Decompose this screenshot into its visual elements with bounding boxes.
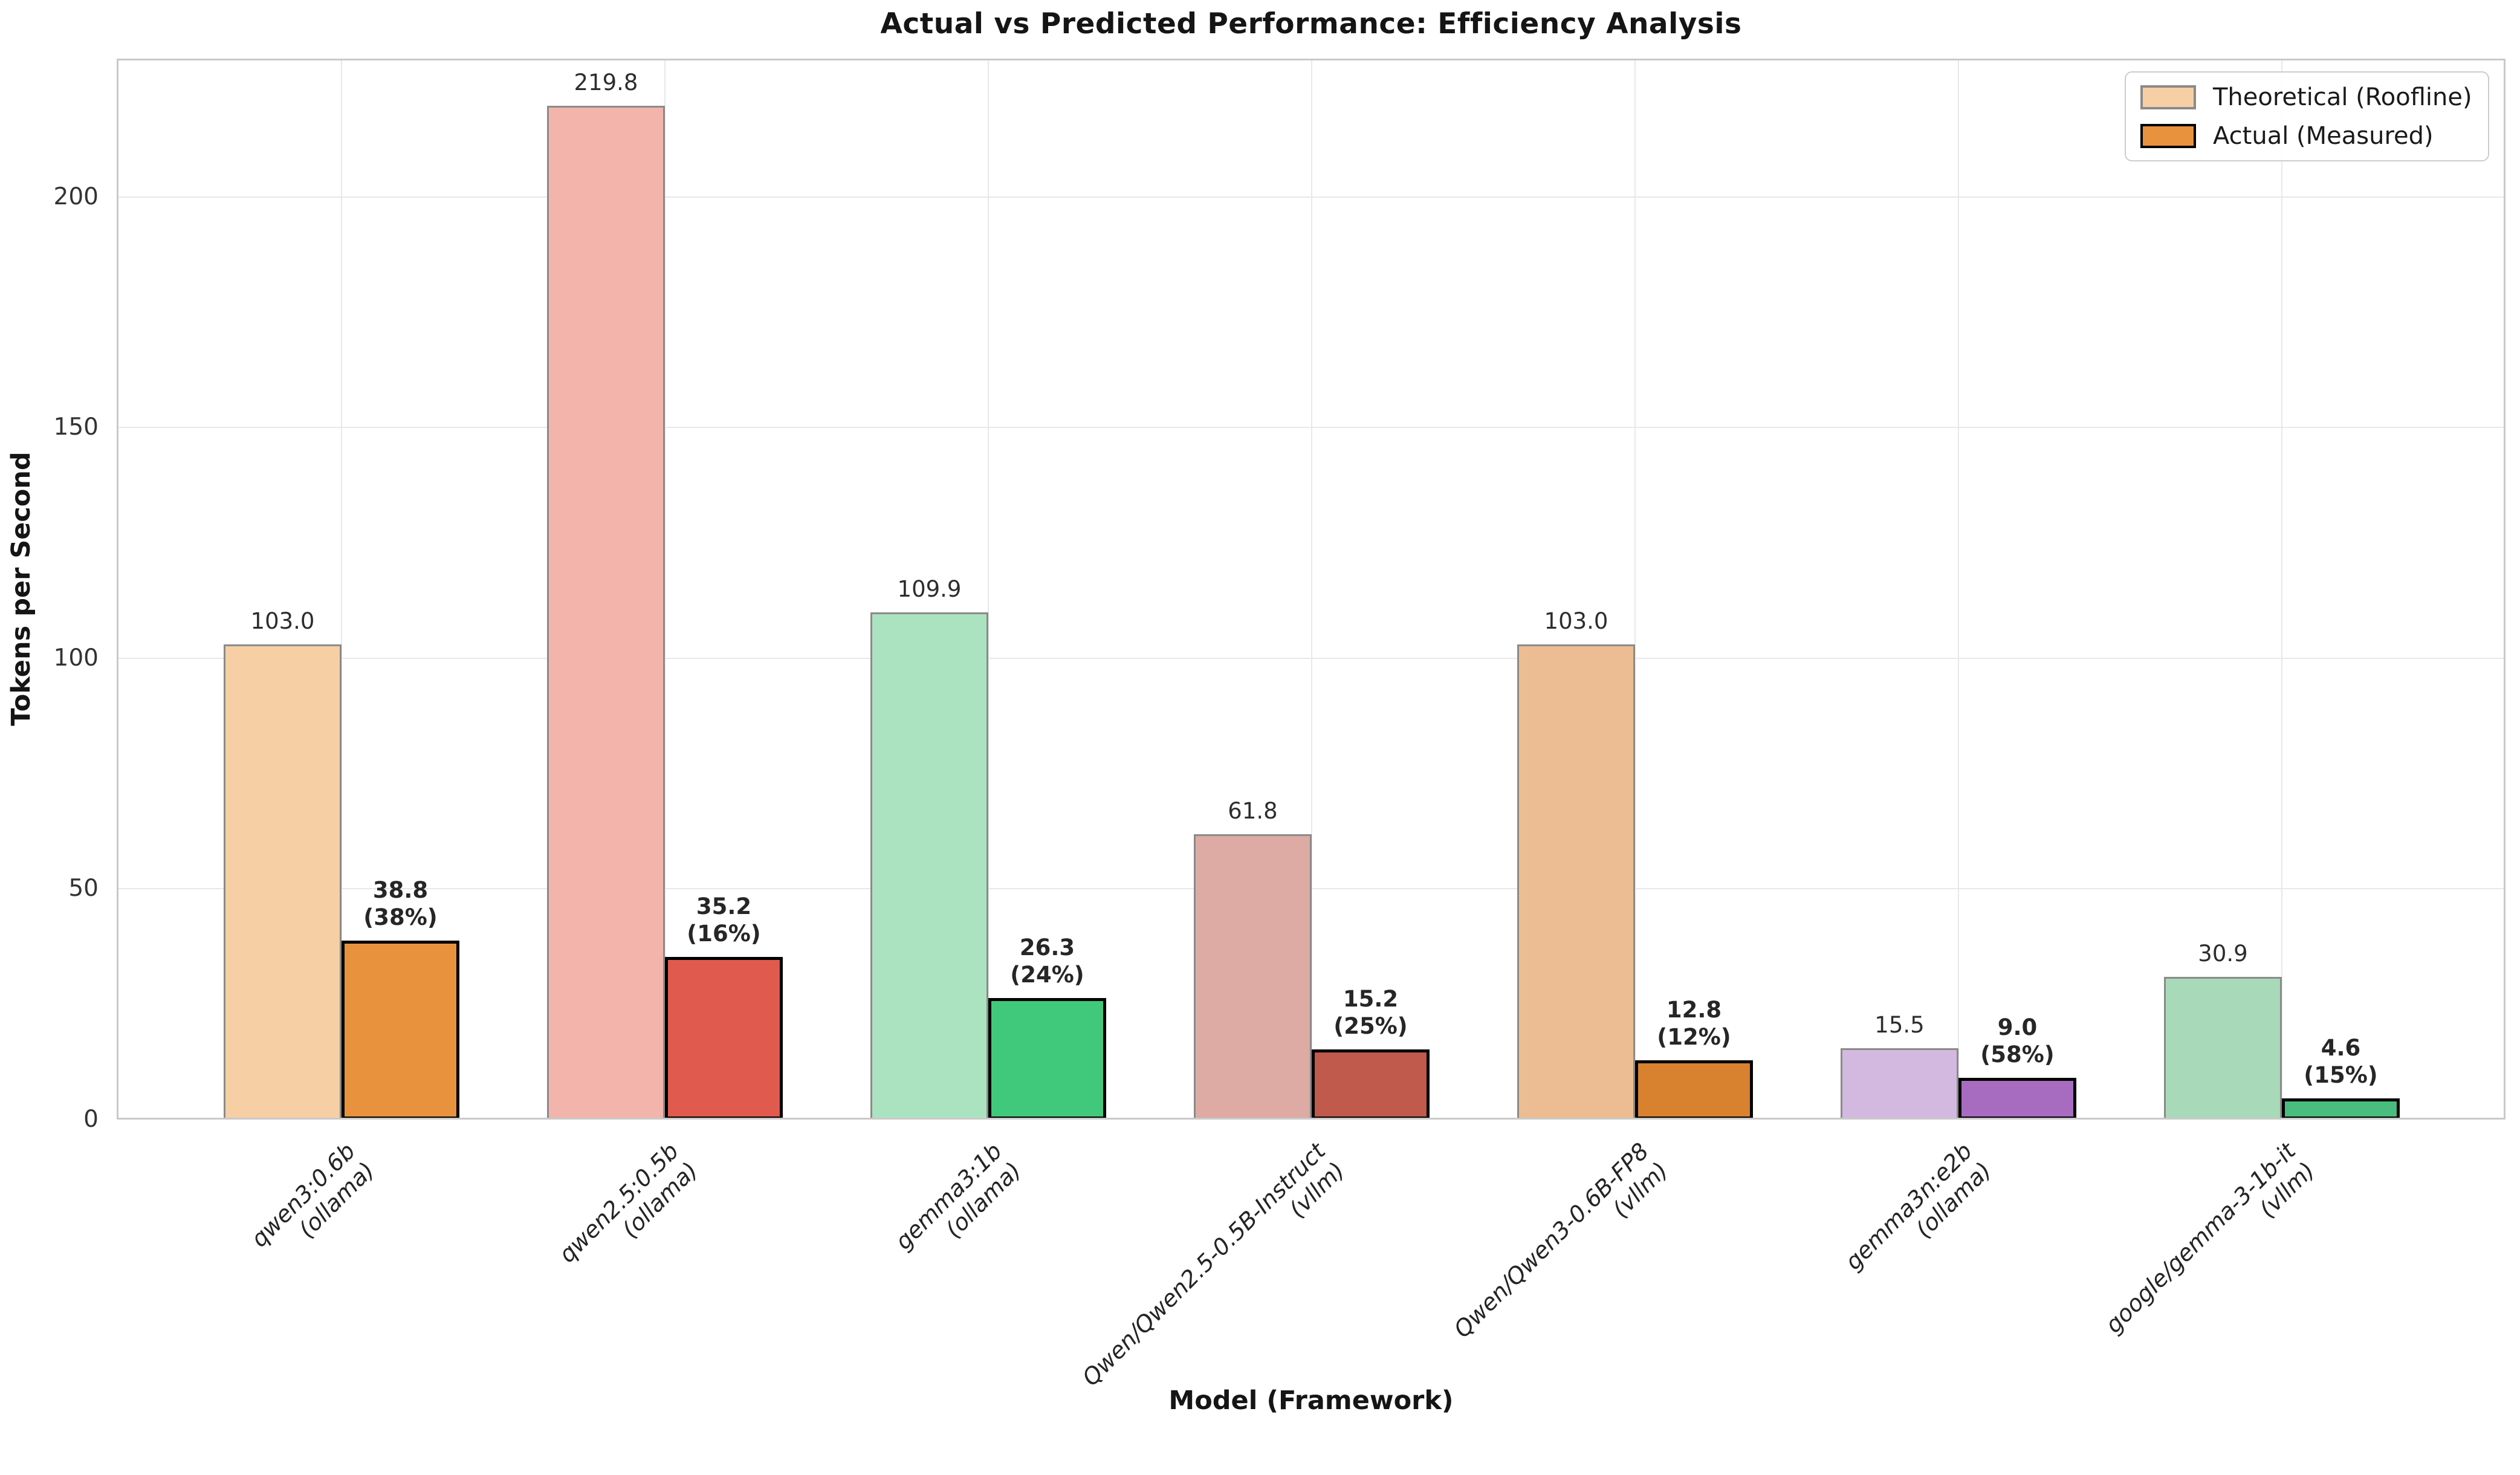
actual-value-label-3: 15.2 (25%) — [1333, 985, 1408, 1039]
theoretical-value-label-0: 103.0 — [250, 608, 315, 634]
bar-actual-6 — [2282, 1098, 2400, 1120]
theoretical-value-label-4: 103.0 — [1544, 608, 1608, 634]
figure: Actual vs Predicted Performance: Efficie… — [6, 7, 2505, 1416]
legend-label-actual: Actual (Measured) — [2213, 122, 2434, 150]
legend-label-theoretical: Theoretical (Roofline) — [2213, 83, 2472, 111]
bar-actual-5 — [1958, 1078, 2076, 1120]
gridline-v-6 — [2281, 59, 2282, 1120]
y-tick-label-0: 0 — [83, 1106, 99, 1133]
bar-theoretical-1 — [547, 106, 665, 1120]
x-tick-label-0: qwen3:0.6b (ollama) — [245, 1138, 380, 1253]
legend-row-actual: Actual (Measured) — [2140, 122, 2473, 150]
actual-value-label-0: 38.8 (38%) — [363, 877, 438, 930]
theoretical-value-label-2: 109.9 — [897, 575, 962, 602]
actual-value-label-5: 9.0 (58%) — [1980, 1014, 2055, 1068]
bar-theoretical-0 — [224, 644, 342, 1120]
x-tick-label-6: google/gemma-3-1b-it (vllm) — [2100, 1138, 2320, 1338]
actual-value-label-4: 12.8 (12%) — [1657, 996, 1731, 1050]
legend-row-theoretical: Theoretical (Roofline) — [2140, 83, 2473, 111]
x-tick-label-5: gemma3n:e2b (ollama) — [1839, 1138, 1997, 1276]
gridline-v-5 — [1958, 59, 1959, 1120]
theoretical-value-label-5: 15.5 — [1874, 1011, 1925, 1038]
bar-theoretical-3 — [1194, 834, 1312, 1120]
bar-theoretical-4 — [1517, 644, 1635, 1120]
actual-value-label-2: 26.3 (24%) — [1010, 934, 1084, 988]
chart-title: Actual vs Predicted Performance: Efficie… — [880, 7, 1742, 41]
x-tick-label-1: qwen2.5:0.5b (ollama) — [553, 1138, 703, 1268]
bar-theoretical-5 — [1841, 1048, 1958, 1120]
bar-actual-1 — [665, 957, 783, 1120]
x-axis-label: Model (Framework) — [1168, 1386, 1454, 1416]
gridline-v-3 — [1311, 59, 1312, 1120]
gridline-v-2 — [988, 59, 989, 1120]
bar-actual-3 — [1312, 1049, 1430, 1120]
plot-area: 103.0 38.8 (38%) 219.8 35.2 (16%) 109.9 26.3 … — [117, 59, 2505, 1120]
y-tick-label-100: 100 — [53, 644, 99, 672]
theoretical-value-label-3: 61.8 — [1228, 797, 1278, 824]
bar-actual-2 — [988, 998, 1106, 1120]
y-tick-label-150: 150 — [53, 413, 99, 441]
actual-value-label-6: 4.6 (15%) — [2304, 1034, 2378, 1088]
theoretical-value-label-1: 219.8 — [574, 69, 638, 96]
gridline-v-4 — [1634, 59, 1636, 1120]
y-tick-label-200: 200 — [53, 183, 99, 210]
bar-theoretical-2 — [870, 612, 988, 1120]
actual-value-label-1: 35.2 (16%) — [687, 893, 761, 947]
bar-actual-4 — [1635, 1060, 1753, 1120]
gridline-v-1 — [664, 59, 666, 1120]
x-tick-label-2: gemma3:1b (ollama) — [890, 1138, 1026, 1255]
bar-actual-0 — [342, 941, 459, 1120]
y-tick-label-50: 50 — [68, 875, 99, 903]
actual-swatch-icon — [2140, 123, 2196, 148]
x-tick-label-4: Qwen/Qwen3-0.6B-FP8 (vllm) — [1448, 1138, 1673, 1343]
theoretical-swatch-icon — [2140, 85, 2196, 109]
legend: Theoretical (Roofline) Actual (Measured) — [2125, 71, 2489, 161]
theoretical-value-label-6: 30.9 — [2198, 940, 2248, 967]
x-tick-label-3: Qwen/Qwen2.5-0.5B-Instruct (vllm) — [1077, 1138, 1350, 1392]
gridline-v-0 — [341, 59, 342, 1120]
